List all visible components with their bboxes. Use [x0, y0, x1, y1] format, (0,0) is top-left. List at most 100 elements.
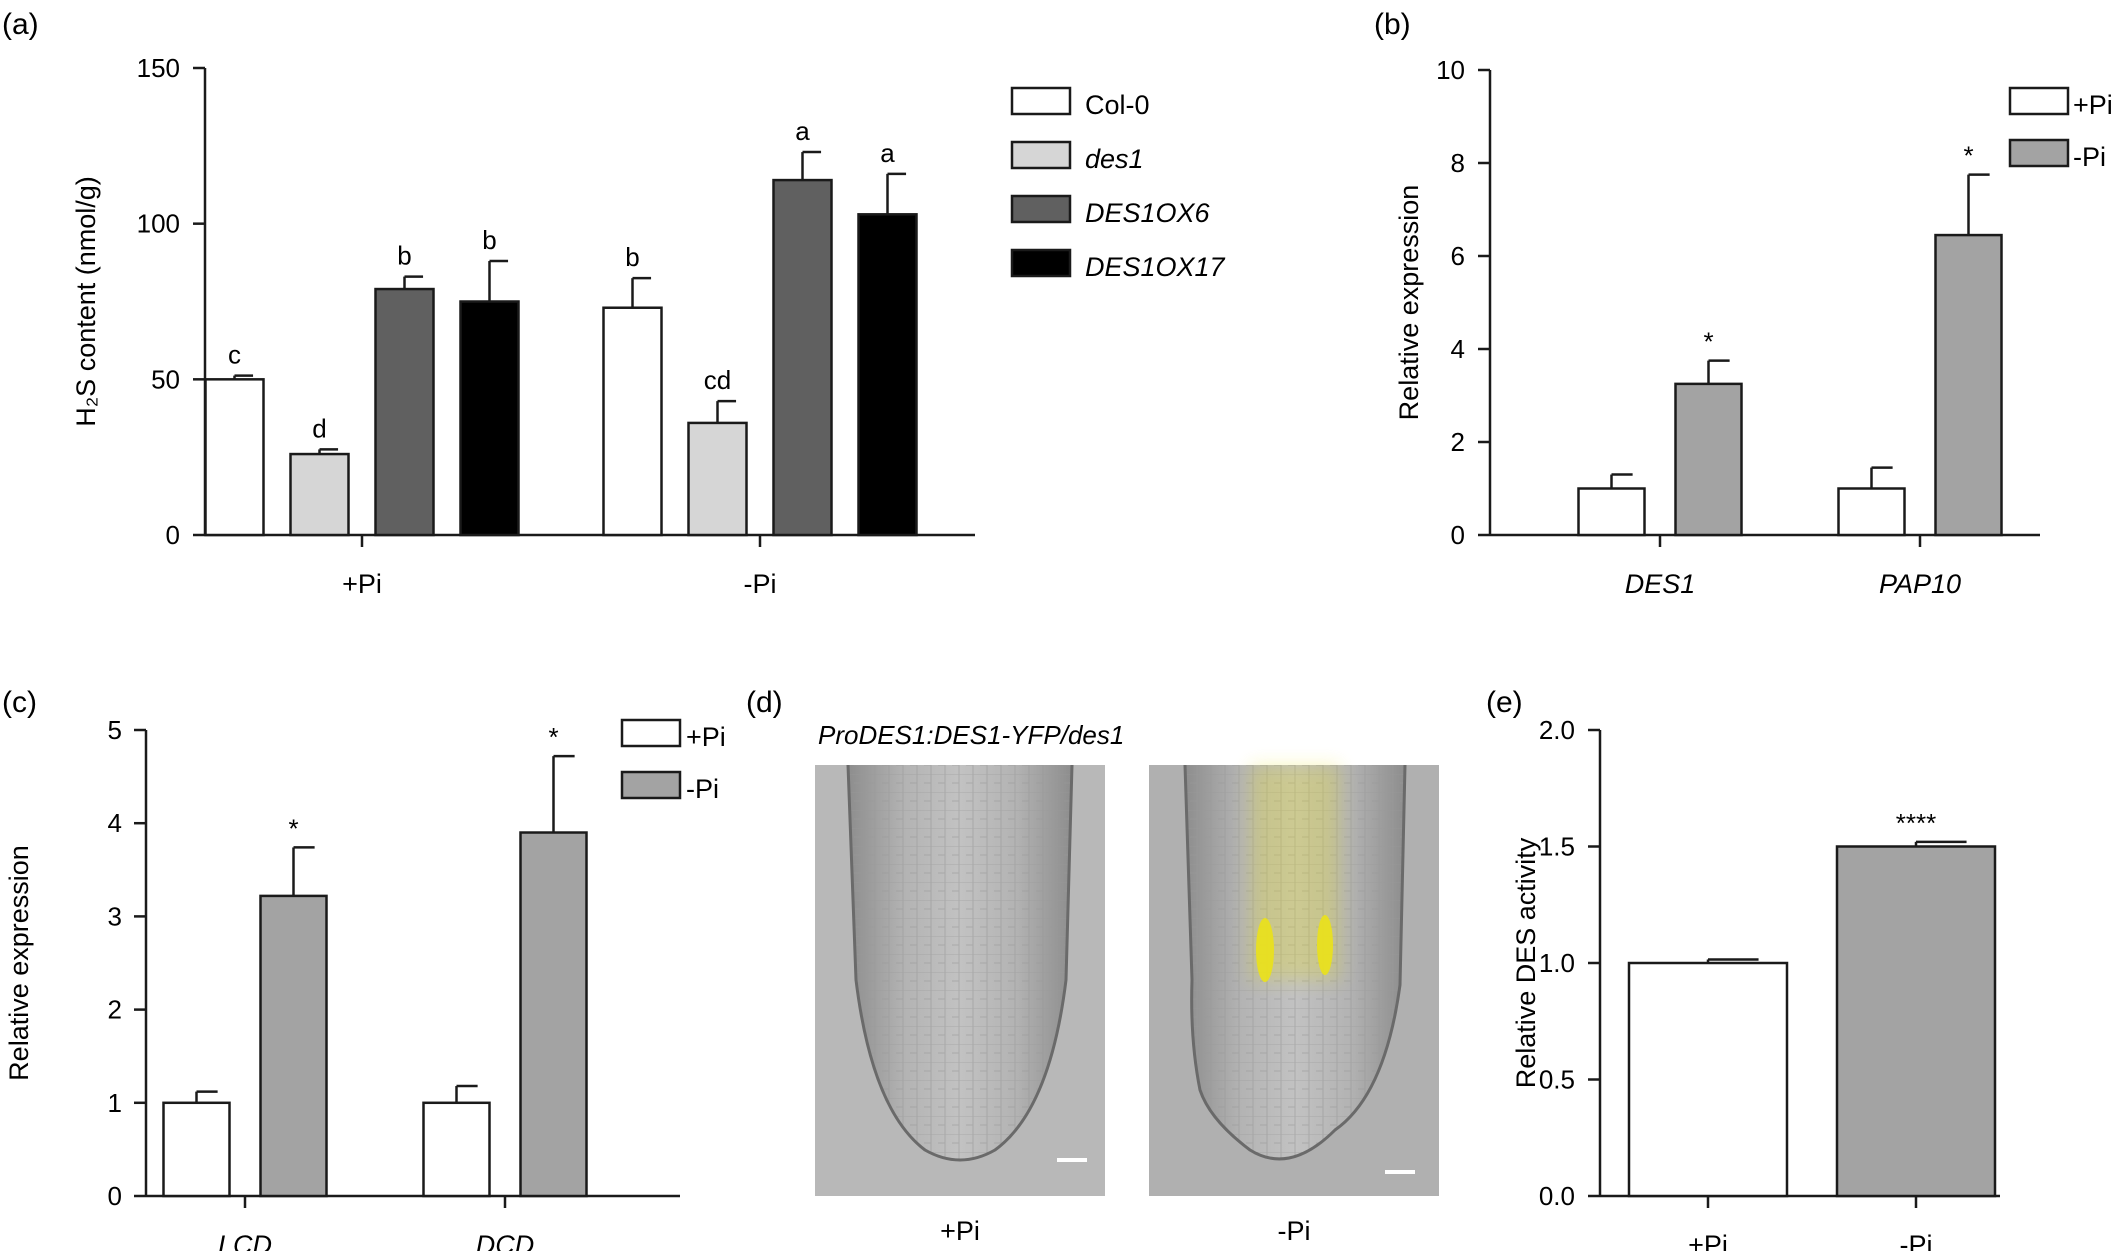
significance-label: a	[795, 116, 810, 146]
bar	[459, 300, 520, 537]
bar	[259, 894, 328, 1198]
x-tick-label: -Pi	[1900, 1230, 1933, 1251]
micrograph-minus-pi	[1149, 764, 1439, 1196]
y-tick-label: 3	[108, 901, 122, 931]
y-tick-label: 10	[1436, 55, 1465, 85]
legend-label: DES1OX17	[1085, 252, 1226, 282]
bar	[422, 1101, 491, 1198]
legend-label: -Pi	[2073, 142, 2106, 172]
bar	[857, 213, 918, 537]
micrograph-label-minus-pi: -Pi	[1278, 1216, 1311, 1246]
bar	[1627, 961, 1789, 1198]
micrograph-label-plus-pi: +Pi	[940, 1216, 980, 1246]
y-tick-label: 1.0	[1539, 948, 1575, 978]
bar	[687, 421, 748, 537]
y-axis-title: Relative expression	[4, 845, 34, 1081]
y-axis-title: H₂S content (nmol/g)	[71, 176, 101, 427]
bar	[289, 452, 350, 537]
y-tick-label: 100	[137, 209, 180, 239]
y-tick-label: 6	[1451, 241, 1465, 271]
y-tick-label: 0.0	[1539, 1181, 1575, 1211]
legend-label: -Pi	[686, 774, 719, 804]
y-axis-title: Relative DES activity	[1511, 837, 1541, 1088]
significance-label: *	[1703, 327, 1713, 357]
x-tick-label: LCD	[218, 1230, 272, 1251]
chart-e: 0.0 0.5 1.0 1.5 2.0 Relative DES activity +Pi -…	[1511, 715, 2000, 1251]
x-tick-label: +Pi	[342, 569, 382, 599]
panel-label-d: (d)	[746, 686, 783, 719]
legend-swatch	[2008, 86, 2070, 116]
legend-swatch	[1010, 86, 1072, 116]
y-tick-label: 150	[137, 53, 180, 83]
x-tick-label: DES1	[1625, 569, 1696, 599]
panel-label-c: (c)	[2, 686, 37, 719]
y-tick-label: 2	[108, 995, 122, 1025]
y-tick-label: 1.5	[1539, 832, 1575, 862]
y-tick-label: 4	[1451, 334, 1465, 364]
legend-swatch	[1010, 248, 1072, 278]
bar	[519, 831, 588, 1198]
y-tick-label: 1	[108, 1088, 122, 1118]
y-axis-title: Relative expression	[1394, 185, 1424, 421]
chart-c: 0 1 2 3 4 5 Relative expression LCD DCD * * +Pi -Pi	[4, 715, 726, 1251]
bar	[1837, 487, 1906, 537]
significance-label: *	[1963, 141, 1973, 171]
significance-label: cd	[704, 365, 731, 395]
x-tick-label: +Pi	[1688, 1230, 1728, 1251]
x-tick-label: PAP10	[1879, 569, 1961, 599]
bar	[374, 287, 435, 537]
bar	[1835, 845, 1997, 1198]
y-tick-label: 5	[108, 715, 122, 745]
y-tick-label: 0	[166, 520, 180, 550]
legend-label: Col-0	[1085, 90, 1150, 120]
micrograph-plus-pi	[815, 764, 1105, 1196]
yfp-signal-left	[1256, 918, 1274, 982]
bar	[602, 306, 663, 537]
panel-label-b: (b)	[1374, 8, 1411, 41]
legend-swatch	[1010, 194, 1072, 224]
bar	[1674, 382, 1743, 537]
legend-swatch	[620, 770, 682, 800]
bar	[1934, 233, 2003, 537]
significance-label: d	[312, 413, 326, 443]
scale-bar-minus-pi	[1385, 1170, 1415, 1174]
micrograph-panel: ProDES1:DES1-YFP/des1 +Pi -Pi	[815, 720, 1439, 1246]
chart-a: 0 50 100 150 H₂S content (nmol/g) +Pi -Pi c b d cd…	[71, 53, 1226, 599]
bar	[204, 378, 265, 537]
significance-label: ****	[1896, 808, 1936, 838]
significance-label: b	[625, 242, 639, 272]
y-tick-label: 8	[1451, 148, 1465, 178]
legend-label: +Pi	[686, 722, 726, 752]
y-tick-label: 50	[151, 364, 180, 394]
significance-label: c	[228, 340, 241, 370]
bar	[772, 178, 833, 537]
micrograph-title: ProDES1:DES1-YFP/des1	[818, 720, 1124, 750]
panel-label-e: (e)	[1486, 686, 1523, 719]
legend-label: +Pi	[2073, 90, 2113, 120]
y-tick-label: 2	[1451, 427, 1465, 457]
legend-label: DES1OX6	[1085, 198, 1211, 228]
legend-swatch	[2008, 138, 2070, 168]
yfp-signal-right	[1317, 915, 1333, 975]
y-tick-label: 4	[108, 808, 122, 838]
legend-swatch	[1010, 140, 1072, 170]
chart-b: 0 2 4 6 8 10 Relative expression DES1 PAP10 * * +Pi…	[1394, 55, 2113, 599]
x-tick-label: DCD	[476, 1230, 535, 1251]
bar	[162, 1101, 231, 1198]
significance-label: *	[288, 813, 298, 843]
y-tick-label: 0	[1451, 520, 1465, 550]
x-tick-label: -Pi	[744, 569, 777, 599]
legend-swatch	[620, 718, 682, 748]
significance-label: *	[548, 722, 558, 752]
y-tick-label: 0.5	[1539, 1065, 1575, 1095]
y-tick-label: 0	[108, 1181, 122, 1211]
bar	[1577, 487, 1646, 537]
scale-bar-plus-pi	[1057, 1158, 1087, 1162]
y-tick-label: 2.0	[1539, 715, 1575, 745]
significance-label: a	[880, 138, 895, 168]
significance-label: b	[397, 241, 411, 271]
significance-label: b	[482, 225, 496, 255]
panel-label-a: (a)	[2, 8, 39, 41]
legend-label: des1	[1085, 144, 1144, 174]
